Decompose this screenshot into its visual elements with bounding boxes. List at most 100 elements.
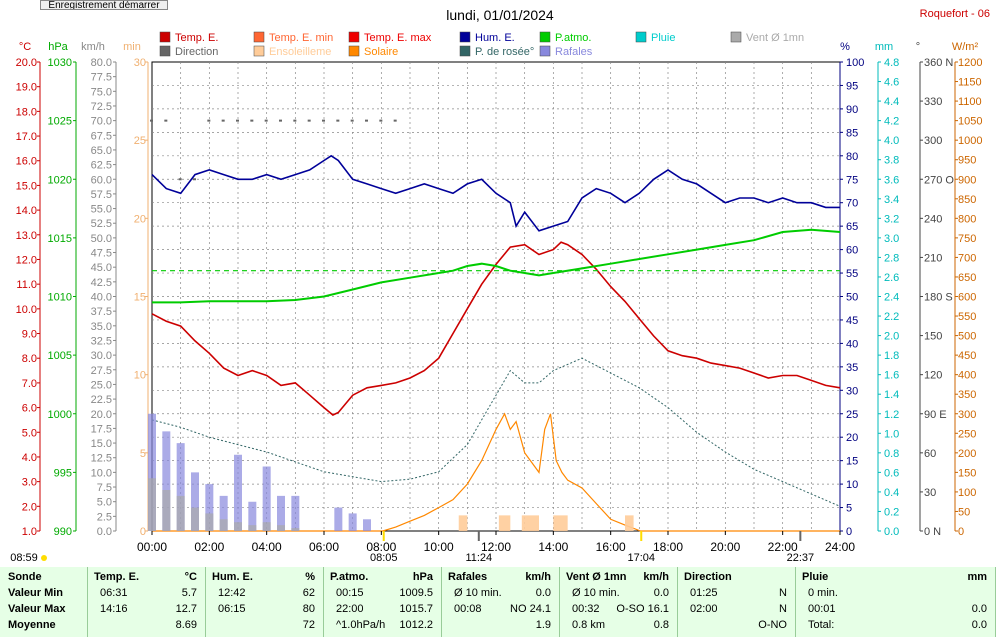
axis-tick-label: 1025 [48, 116, 72, 128]
axis-tick-label: 42.5 [91, 277, 112, 289]
legend-label: Pluie [651, 32, 675, 44]
stats-value: 1.9 [535, 619, 551, 631]
stats-value: NO 24.1 [510, 603, 551, 615]
axis-tick-label: 30 [134, 57, 146, 69]
axis-tick-label: 60.0 [91, 174, 112, 186]
axis-tick-label: 20.0 [91, 409, 112, 421]
legend-label: Hum. E. [475, 32, 515, 44]
axis-tick-label: 1200 [958, 57, 982, 69]
legend-swatch [159, 45, 171, 57]
legend-label: Vent Ø 1mn [746, 32, 804, 44]
axis-tick-label: 50 [846, 292, 858, 304]
axis-tick-label: 150 [924, 331, 942, 343]
axis-tick-label: 80 [846, 151, 858, 163]
axis-tick-label: 15.0 [91, 438, 112, 450]
axis-tick-label: 5.0 [22, 427, 37, 439]
stats-time: 12:42 [218, 587, 246, 599]
axis-tick-label: 15 [846, 456, 858, 468]
legend-label: Ensoleilleme [269, 46, 331, 58]
stats-col-title: Vent Ø 1mn [566, 571, 627, 583]
stats-value: 1015.7 [399, 603, 433, 615]
series-direction-point [178, 178, 182, 181]
stats-column: Vent Ø 1mn km/h Ø 10 min. 0.0 00:32 O-SO 16.1… [560, 567, 678, 637]
axis-tick-label: 45 [846, 315, 858, 327]
axis-tick-label: 4.0 [22, 452, 37, 464]
stats-time: Total: [808, 619, 835, 631]
sunrise-time: 08:05 [370, 552, 398, 564]
series-direction-point [236, 119, 239, 122]
axis-tick-label: 0.6 [884, 467, 899, 479]
stats-column: Temp. E. °C 06:31 5.7 14:16 12.7 8.69 [88, 567, 206, 637]
axis-tick-label: 250 [958, 428, 976, 440]
stats-value: N [779, 587, 787, 599]
stats-column: Hum. E.% 12:42 62 06:15 80 72 [206, 567, 324, 637]
axis-tick-label: 17.5 [91, 423, 112, 435]
series-direction-point [221, 119, 225, 122]
axis-tick-label: 3.4 [884, 194, 899, 206]
stats-column: Pluie mm 0 min. 00:01 0.0 Total: 0.0 [796, 567, 996, 637]
x-tick-label: 16:00 [596, 540, 626, 554]
axis-tick-label: 1005 [48, 350, 72, 362]
day-start-time: 08:59 [10, 552, 38, 564]
axis-tick-label: 1100 [958, 96, 982, 108]
axis-tick-label: 850 [958, 194, 976, 206]
legend-swatch [253, 31, 265, 43]
axis-tick-label: 60 [924, 448, 936, 460]
series-ensoleilleme-bar [458, 515, 468, 531]
stats-time: 06:15 [218, 603, 246, 615]
axis-tick-label: 37.5 [91, 306, 112, 318]
axis-tick-label: 5 [140, 448, 146, 460]
stats-time: Ø 10 min. [454, 587, 502, 599]
stats-value: 80 [302, 603, 315, 615]
axis-tick-label: 72.5 [91, 101, 112, 113]
stats-column: Direction 01:25 N 02:00 N O-NO [678, 567, 796, 637]
series-direction-point [279, 119, 282, 122]
axis-tick-label: 2.0 [22, 501, 37, 513]
x-tick-label: 06:00 [309, 540, 339, 554]
axis-tick-label: 270 O [924, 174, 954, 186]
stats-value: 1012.2 [399, 619, 433, 631]
stats-value: 5.7 [181, 587, 197, 599]
axis-tick-label: 210 [924, 252, 942, 264]
axis-tick-label: 0 N [924, 526, 941, 538]
axis-tick-label: 11.0 [16, 279, 37, 291]
axis-tick-label: 25 [846, 409, 858, 421]
stats-value: 1009.5 [399, 587, 433, 599]
axis-unit-temp: °C [19, 41, 31, 53]
axis-tick-label: 1000 [48, 409, 72, 421]
series-direction-point [350, 119, 354, 122]
axis-tick-label: 1010 [48, 292, 72, 304]
stats-row-header: Moyenne [8, 619, 56, 631]
axis-tick-label: 75 [846, 174, 858, 186]
axis-tick-label: 77.5 [91, 72, 112, 84]
axis-tick-label: 180 S [924, 292, 953, 304]
sunset-time: 17:04 [627, 552, 655, 564]
axis-tick-label: 17.0 [16, 131, 37, 143]
axis-tick-label: 0.8 [884, 448, 899, 460]
axis-tick-label: 995 [54, 467, 72, 479]
axis-tick-label: 0 [846, 526, 852, 538]
legend-swatch [730, 31, 742, 43]
legend-swatch [459, 31, 471, 43]
series-direction-point [164, 119, 168, 122]
axis-tick-label: 40 [846, 338, 858, 350]
stats-row-header: Sonde [8, 571, 42, 583]
axis-tick-label: 57.5 [91, 189, 112, 201]
stats-time: ^1.0hPa/h [336, 619, 386, 631]
stats-col-unit: hPa [412, 571, 433, 583]
axis-tick-label: 13.0 [16, 230, 37, 242]
series-direction-point [207, 119, 211, 122]
axis-tick-label: 55 [846, 268, 858, 280]
axis-tick-label: 10.0 [91, 467, 112, 479]
axis-tick-label: 2.2 [884, 311, 899, 323]
stats-value: 0.0 [653, 587, 669, 599]
axis-tick-label: 1.8 [884, 350, 899, 362]
stats-col-title: Pluie [802, 571, 829, 583]
axis-tick-label: 3.8 [884, 155, 899, 167]
axis-tick-label: 990 [54, 526, 72, 538]
axis-tick-label: 0 [140, 526, 146, 538]
axis-tick-label: 18.0 [16, 106, 37, 118]
record-start-button[interactable]: Enregistrement démarrer [40, 0, 168, 10]
axis-tick-label: 1.0 [22, 526, 37, 538]
axis-tick-label: 25.0 [91, 379, 112, 391]
